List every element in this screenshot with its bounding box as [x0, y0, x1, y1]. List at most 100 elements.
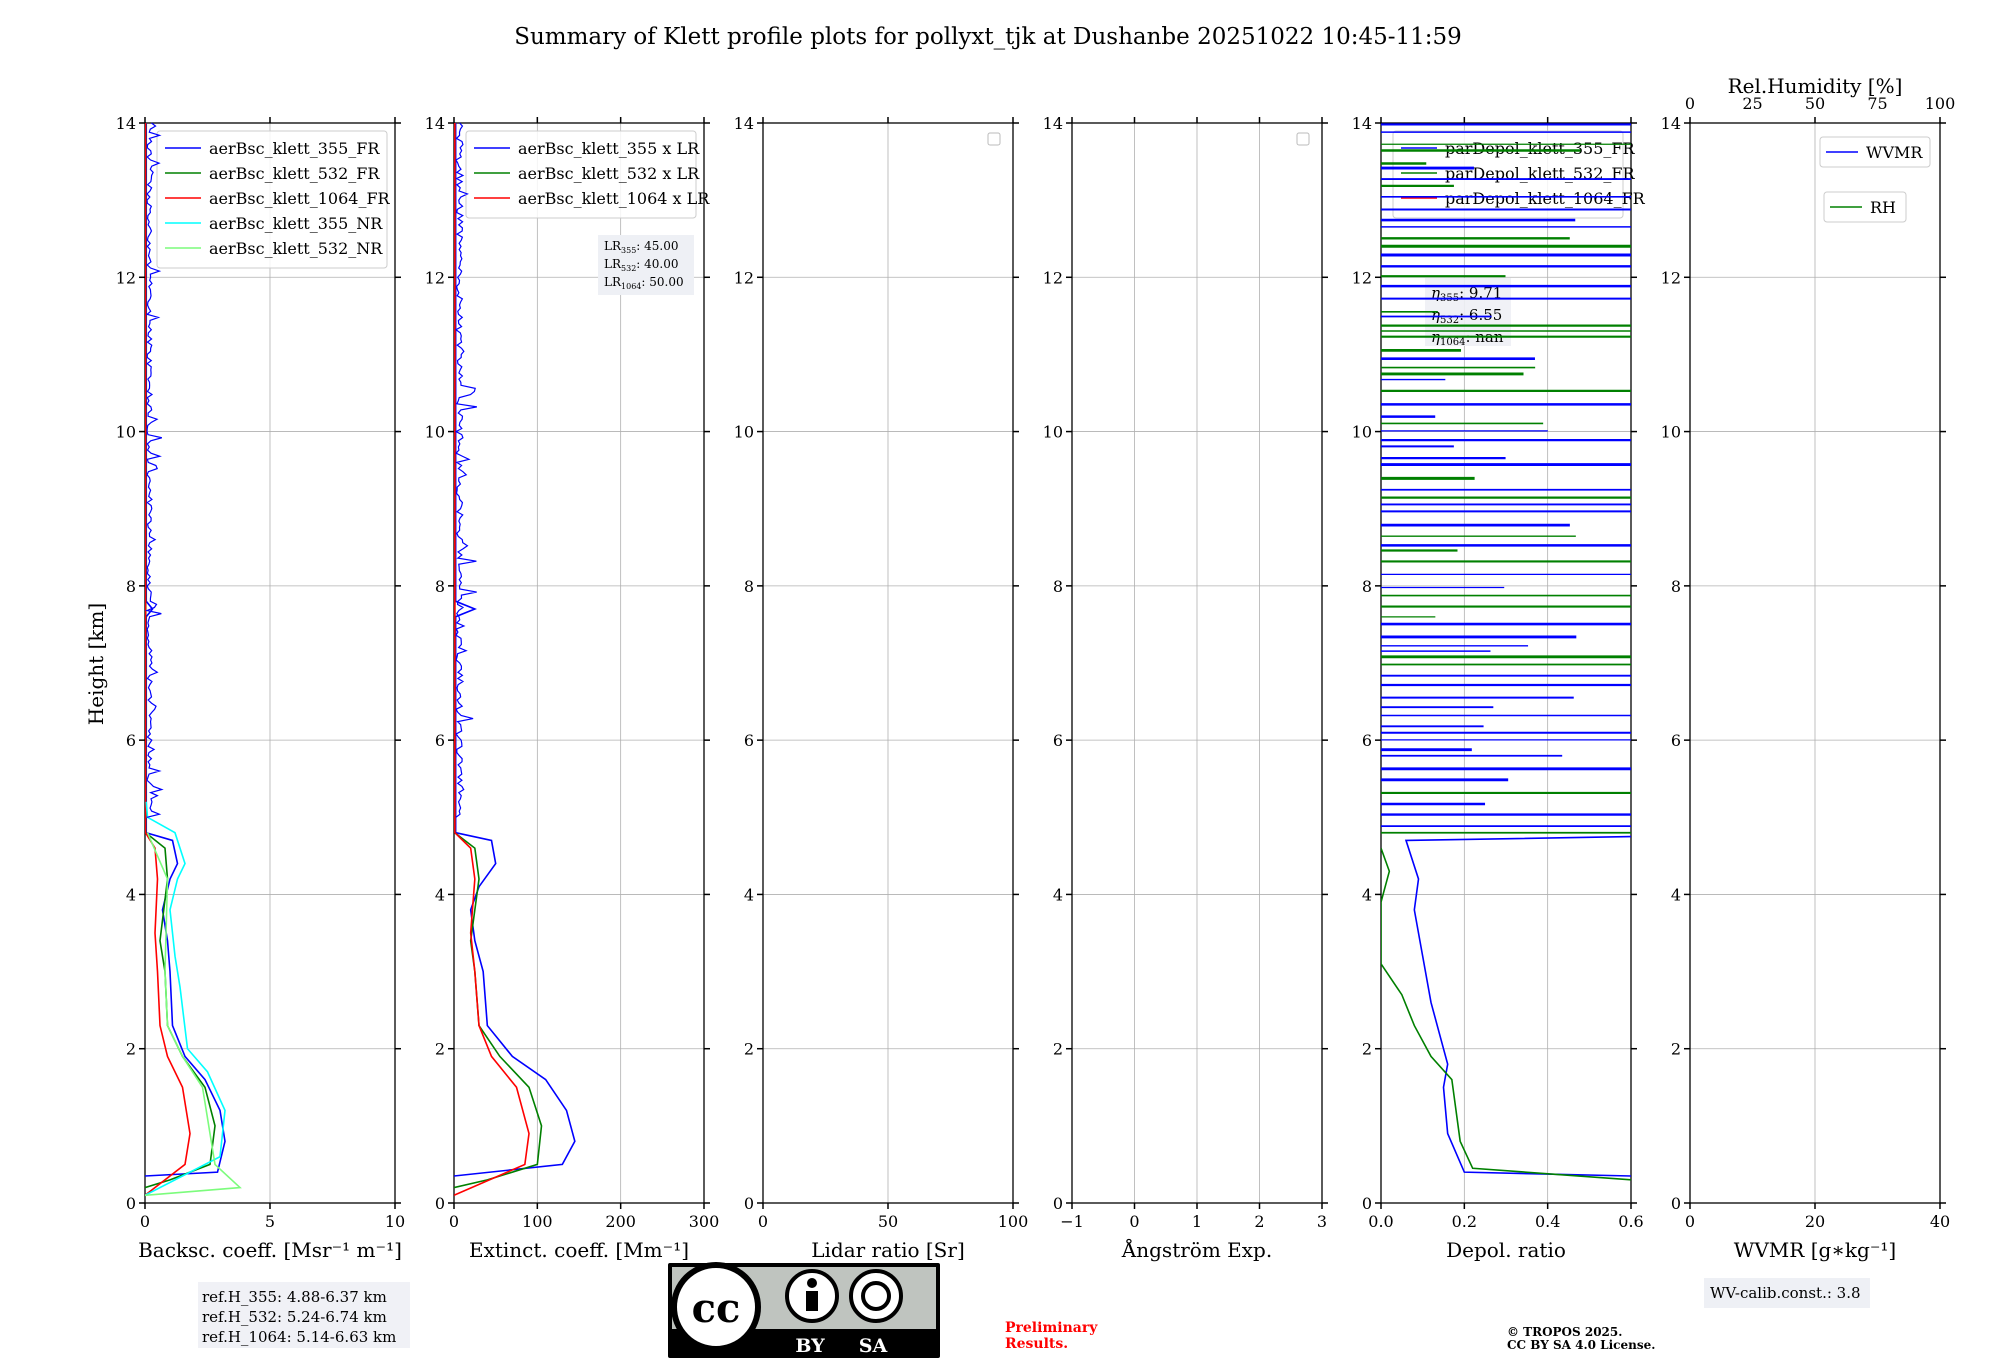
y-tick-label: 4: [1362, 885, 1372, 904]
series-line-aerBsc_klett_355_FR: [145, 123, 226, 1177]
y-tick-label: 8: [744, 577, 754, 596]
lidar-ratio-532: LR532: 40.00: [604, 257, 679, 273]
x-axis-label: Extinct. coeff. [Mm⁻¹]: [469, 1238, 689, 1262]
y-tick-label: 10: [1661, 423, 1681, 442]
y-tick-label: 8: [1362, 577, 1372, 596]
legend-box: [156, 130, 388, 269]
x-tick-label: 1: [1192, 1212, 1202, 1231]
x-tick-label: 2: [1254, 1212, 1264, 1231]
y-tick-label: 8: [1053, 577, 1063, 596]
y-tick-label: 6: [435, 731, 445, 750]
x-tick-label: 0: [1129, 1212, 1139, 1231]
legend-box: [465, 130, 697, 219]
x-tick-label: 0.6: [1618, 1212, 1643, 1231]
cc-by-sa-badge: cc BY SA: [668, 1262, 940, 1358]
preliminary-line-1: Preliminary: [1005, 1320, 1098, 1336]
y-tick-label: 6: [1053, 731, 1063, 750]
wv-calib-text: WV-calib.const.: 3.8: [1710, 1284, 1861, 1302]
y-tick-label: 2: [1053, 1040, 1063, 1059]
y-tick-label: 12: [734, 268, 754, 287]
ref-height-1064: ref.H_1064: 5.14-6.63 km: [202, 1328, 396, 1346]
series-line-aerBsc_klett_532_NR: [145, 832, 242, 1197]
y-tick-label: 8: [435, 577, 445, 596]
y-tick-label: 4: [1053, 885, 1063, 904]
x2-tick-label: 100: [1925, 94, 1956, 113]
cc-icon-text: cc: [692, 1285, 741, 1332]
series-group: [1381, 835, 1631, 1181]
x-tick-label: 50: [878, 1212, 898, 1231]
y-tick-label: 0: [1671, 1194, 1681, 1213]
legend-box: [1819, 136, 1931, 168]
x-tick-label: 0: [449, 1212, 459, 1231]
x2-tick-label: 75: [1867, 94, 1887, 113]
wv-calib-box: WV-calib.const.: 3.8: [1704, 1278, 1870, 1308]
y-tick-label: 10: [1352, 423, 1372, 442]
y-tick-label: 14: [1352, 114, 1372, 133]
axes-frame: [762, 122, 1014, 1204]
cc-icon: [671, 1262, 761, 1352]
preliminary-line-2: Results.: [1005, 1336, 1068, 1352]
y-tick-label: 14: [1043, 114, 1063, 133]
x-tick-label: 0.0: [1368, 1212, 1393, 1231]
depol-noise: [1381, 123, 1631, 834]
x-tick-label: 100: [522, 1212, 553, 1231]
y-tick-label: 2: [1362, 1040, 1372, 1059]
y-tick-label: 14: [1661, 114, 1681, 133]
x-tick-label: −1: [1060, 1212, 1084, 1231]
legend-label: aerBsc_klett_1064 x LR: [518, 189, 710, 208]
y-tick-label: 4: [1671, 885, 1681, 904]
copyright-line-2: CC BY SA 4.0 License.: [1507, 1338, 1655, 1352]
y-tick-label: 10: [116, 423, 136, 442]
legend-label: aerBsc_klett_355 x LR: [518, 139, 700, 158]
axes-frame: [1380, 122, 1632, 1204]
series-line-aerBsc_klett_355_NR: [145, 801, 226, 1196]
x-tick-label: 3: [1317, 1212, 1327, 1231]
legend-label: aerBsc_klett_532_NR: [209, 239, 383, 258]
legend-label: aerBsc_klett_355_NR: [209, 214, 383, 233]
figure-title: Summary of Klett profile plots for polly…: [514, 24, 1462, 50]
panel-3: 0 2 4 6 8 10 12 14 0 50 100 Lidar ratio [Sr]: [734, 114, 1029, 1262]
upper-noise: [454, 122, 477, 818]
y-tick-label: 14: [116, 114, 136, 133]
series-line-parDepol_klett_532_FR: [1381, 847, 1631, 1181]
x-axis-label: Depol. ratio: [1446, 1238, 1566, 1262]
panel-1: 0 2 4 6 8 10 12 14 0 5 10 Backsc. coeff. [Msr⁻¹ m⁻¹…: [116, 114, 406, 1262]
y-tick-label: 2: [744, 1040, 754, 1059]
y-tick-label: 2: [1671, 1040, 1681, 1059]
series-line-aerBsc_klett_532_FR: [145, 123, 216, 1189]
y-tick-label: 4: [126, 885, 136, 904]
y-tick-label: 14: [734, 114, 754, 133]
legend-label: aerBsc_klett_532_FR: [209, 164, 380, 183]
y-tick-label: 0: [1362, 1194, 1372, 1213]
legend-label: aerBsc_klett_1064_FR: [209, 189, 391, 208]
x2-tick-label: 50: [1805, 94, 1825, 113]
series-line-aerBsc_klett_1064 x LR: [454, 123, 530, 1197]
x-tick-label: 20: [1805, 1212, 1825, 1231]
x-axis-label: WVMR [g∗kg⁻¹]: [1734, 1238, 1896, 1262]
y-tick-label: 0: [435, 1194, 445, 1213]
x-axis-label: Lidar ratio [Sr]: [811, 1238, 965, 1262]
legend-box: [1823, 191, 1907, 223]
y-axis-label: Height [km]: [84, 603, 108, 725]
x-axis-label: Backsc. coeff. [Msr⁻¹ m⁻¹]: [138, 1238, 402, 1262]
y-tick-label: 10: [425, 423, 445, 442]
badge-by-label: BY: [795, 1335, 825, 1357]
y-tick-label: 8: [126, 577, 136, 596]
x-tick-label: 0: [140, 1212, 150, 1231]
y-tick-label: 10: [1043, 423, 1063, 442]
series-group: [145, 123, 242, 1197]
ref-height-532: ref.H_532: 5.24-6.74 km: [202, 1308, 387, 1326]
x-tick-label: 300: [689, 1212, 720, 1231]
x2-tick-label: 0: [1685, 94, 1695, 113]
eta-532: η532: 6.55: [1431, 306, 1502, 326]
x-axis-label: Ångström Exp.: [1121, 1237, 1272, 1262]
legend-label: parDepol_klett_1064_FR: [1445, 189, 1646, 208]
y-tick-label: 0: [126, 1194, 136, 1213]
legend-label: aerBsc_klett_532 x LR: [518, 164, 700, 183]
lidar-ratio-box: LR355: 45.00 LR532: 40.00 LR1064: 50.00: [598, 235, 694, 295]
lidar-ratio-355: LR355: 45.00: [604, 239, 679, 255]
